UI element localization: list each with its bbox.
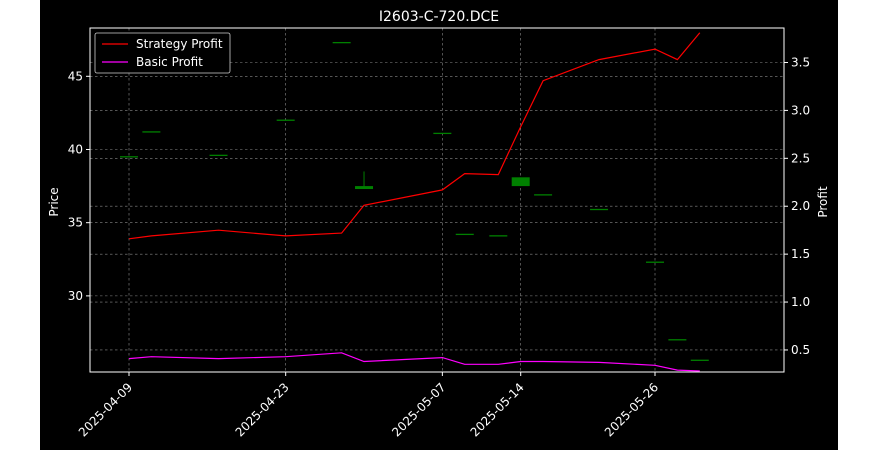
y-left-tick-label: 45 [68,69,83,83]
chart-title: I2603-C-720.DCE [379,9,499,25]
candle [120,156,138,158]
series-lines [128,32,701,372]
candle [511,177,530,187]
candle [332,41,351,44]
y-right-tick-label: 1.5 [791,247,810,261]
candle-body [120,156,138,158]
candle [534,194,553,196]
y-right-tick-label: 2.5 [791,151,810,165]
candle [489,235,508,237]
candle-body [489,235,508,237]
y-right-tick-label: 3.5 [791,55,810,69]
candle [142,131,161,133]
y-axis-label-right: Profit [816,186,830,218]
y-left-tick-label: 40 [68,142,83,156]
candle [433,132,452,135]
candle-body [276,119,295,121]
y-axis-label-left: Price [47,187,61,216]
candle-body [668,339,687,341]
candle [668,339,687,341]
legend: Strategy Profit Basic Profit [94,32,231,74]
candle [690,359,709,361]
candle [590,208,609,211]
candle [355,171,374,190]
candle-body [646,261,664,263]
legend-label-basic-profit: Basic Profit [136,55,203,69]
candle-body [209,154,228,157]
basic-profit-line [128,352,700,372]
candle-body [433,132,452,135]
figure-background [40,0,838,450]
candle-body [455,233,474,236]
candle-body [590,208,609,211]
candle [455,233,474,236]
candle [646,261,664,263]
candle-body [534,194,553,196]
grid [90,28,784,372]
candle-body [332,41,351,44]
candles [120,41,709,361]
y-right-tick-label: 3.0 [791,103,810,117]
y-left-tick-label: 35 [68,216,83,230]
candle-body [690,359,709,361]
candle-body [511,177,530,187]
strategy-profit-line [128,32,701,240]
plot-frame [89,27,785,373]
legend-label-strategy-profit: Strategy Profit [136,37,223,51]
candle-body [355,186,374,190]
y-right-tick-label: 1.0 [791,295,810,309]
candle-body [142,131,161,133]
candle [209,154,228,157]
candle [276,119,295,121]
legend-box [94,32,231,74]
y-left-tick-label: 30 [68,289,83,303]
y-right-tick-label: 0.5 [791,343,810,357]
y-right-tick-label: 2.0 [791,199,810,213]
